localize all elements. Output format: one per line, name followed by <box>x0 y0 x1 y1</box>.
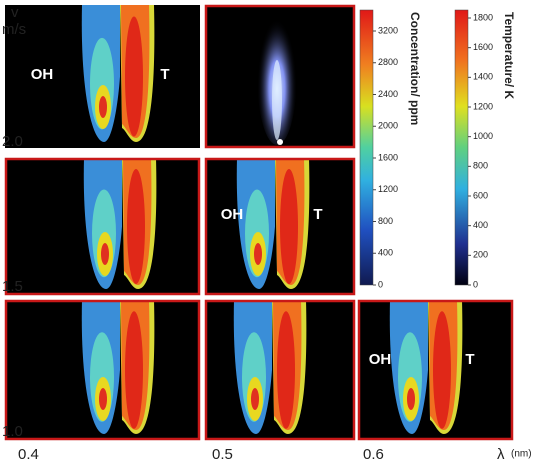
colorbar <box>455 10 468 285</box>
tick-label: 2800 <box>378 57 398 67</box>
panel <box>205 5 355 148</box>
tick-label: 2400 <box>378 89 398 99</box>
oh-core <box>101 243 109 265</box>
oh-label: OH <box>221 206 244 223</box>
t-core <box>127 169 145 284</box>
t-core <box>433 311 451 429</box>
y-label: 1.5 <box>2 278 23 295</box>
t-label: T <box>313 206 322 223</box>
v-label: v <box>11 4 19 21</box>
tick-label: 800 <box>378 216 393 226</box>
oh-label: OH <box>31 66 54 83</box>
tick-label: 0 <box>473 279 478 289</box>
tick-label: 800 <box>473 161 488 171</box>
t-label: T <box>160 66 169 83</box>
x-symbol: λ <box>497 446 505 463</box>
t-core <box>277 311 295 429</box>
panel <box>205 300 355 440</box>
tick-label: 200 <box>473 250 488 260</box>
t-core <box>125 16 143 136</box>
oh-label: OH <box>369 351 392 368</box>
x-label: 0.5 <box>212 446 233 463</box>
panel <box>205 158 355 295</box>
x-unit: (nm) <box>511 449 532 460</box>
tick-label: 1600 <box>378 152 398 162</box>
tick-label: 400 <box>473 220 488 230</box>
panel <box>5 158 200 295</box>
oh-core <box>407 388 415 410</box>
t-label: T <box>465 351 474 368</box>
unit-label: m/s <box>2 21 26 38</box>
tick-label: 1600 <box>473 42 493 52</box>
colorbar-title: Temperature/ K <box>502 12 516 99</box>
tick-label: 1400 <box>473 72 493 82</box>
t-core <box>280 169 298 284</box>
tick-label: 600 <box>473 190 488 200</box>
tick-label: 1800 <box>473 12 493 22</box>
t-core <box>125 311 143 429</box>
y-label: 1.0 <box>2 423 23 440</box>
oh-core <box>99 96 107 118</box>
tick-label: 2000 <box>378 121 398 131</box>
tick-label: 1200 <box>378 184 398 194</box>
figure: OH T OH T OH Tvm/s 2.0 1.5 1.0 0.4 0.5 0.6 λ (nm) 0 400… <box>0 0 539 463</box>
x-label: 0.4 <box>18 446 39 463</box>
oh-core <box>99 388 107 410</box>
panel <box>5 300 200 440</box>
colorbar <box>360 10 373 285</box>
panel <box>358 300 513 440</box>
colorbar-title: Concentration/ ppm <box>408 12 422 125</box>
oh-core <box>254 243 262 265</box>
page: {"axis":{"v":"v","unit":"m/s","y_labels"… <box>0 0 539 463</box>
x-label: 0.6 <box>363 446 384 463</box>
flame-tip <box>277 139 283 145</box>
y-label: 2.0 <box>2 133 23 150</box>
tick-label: 0 <box>378 279 383 289</box>
tick-label: 3200 <box>378 25 398 35</box>
tick-label: 1000 <box>473 131 493 141</box>
flame-core <box>272 60 282 140</box>
tick-label: 1200 <box>473 101 493 111</box>
tick-label: 400 <box>378 248 393 258</box>
oh-core <box>251 388 259 410</box>
